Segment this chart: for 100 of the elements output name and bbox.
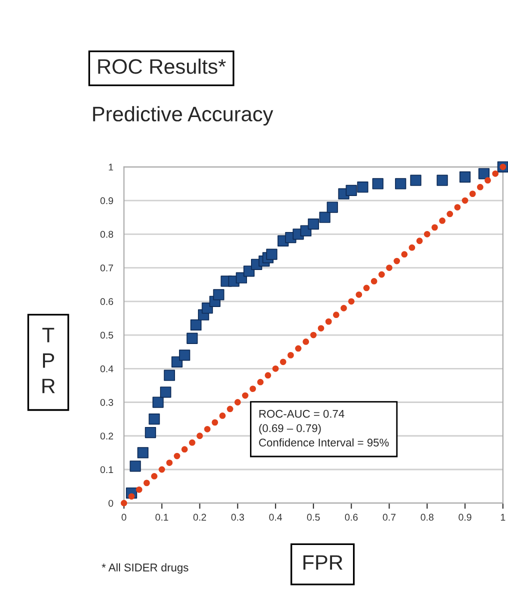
point — [242, 392, 248, 399]
y-tick-label: 0 — [108, 500, 114, 507]
y-tick-label: 0.8 — [100, 230, 114, 238]
point — [190, 319, 202, 330]
point — [280, 358, 286, 366]
point — [416, 238, 423, 244]
point — [264, 372, 272, 379]
point — [319, 212, 330, 223]
point — [160, 386, 172, 398]
x-tick-label: 0.7 — [382, 514, 396, 521]
y-tick-label: 0.4 — [100, 365, 114, 372]
annotation: ROC-AUC = 0.74 (0.69 – 0.79) Confidence Interval = 95% — [259, 410, 389, 447]
point — [295, 345, 302, 352]
y-tick-label: 1 — [108, 164, 114, 170]
y-tick-label: 0.1 — [100, 466, 114, 474]
point — [325, 318, 332, 325]
x-tick-label: 0.3 — [231, 514, 244, 521]
y-tick-label: 0.3 — [100, 398, 114, 406]
point — [234, 399, 241, 406]
point — [266, 248, 278, 260]
point — [436, 174, 448, 186]
point — [408, 244, 416, 251]
point — [386, 264, 392, 271]
point — [250, 386, 256, 392]
x-tick-label: 1 — [500, 514, 506, 521]
point — [372, 178, 384, 190]
y-tick-label: 0.7 — [100, 264, 114, 272]
point — [363, 284, 370, 292]
point — [346, 184, 357, 196]
point — [148, 413, 160, 425]
point — [181, 446, 188, 453]
point — [130, 460, 141, 472]
point — [446, 210, 454, 218]
point — [454, 204, 461, 210]
point — [257, 378, 264, 386]
point — [476, 184, 484, 190]
point — [424, 230, 430, 238]
point — [395, 178, 406, 190]
point — [310, 332, 317, 338]
point — [188, 439, 196, 446]
point — [166, 460, 173, 466]
point — [212, 419, 218, 426]
y-tick-label: 0.5 — [100, 332, 114, 339]
y-tick-label: 0.9 — [100, 197, 114, 204]
point — [144, 426, 156, 438]
x-tick-label: 0.9 — [458, 514, 472, 521]
point — [332, 312, 340, 318]
point — [348, 298, 355, 305]
point — [137, 447, 148, 458]
x-tick-label: 0.1 — [155, 514, 168, 521]
point — [459, 171, 471, 183]
point — [226, 406, 234, 412]
point — [308, 218, 320, 230]
y-axis-title: T P R — [42, 328, 55, 394]
point — [478, 168, 490, 180]
point — [484, 177, 491, 184]
text: * All SIDER drugs — [102, 563, 188, 574]
x-tick-label: 0.4 — [269, 514, 282, 521]
chart-subtitle: Predictive Accuracy — [93, 106, 274, 126]
point — [288, 352, 294, 358]
point — [394, 258, 400, 264]
point — [410, 174, 422, 186]
point — [401, 251, 408, 258]
point — [152, 396, 164, 408]
point — [151, 473, 158, 480]
y-tick-label: 0.6 — [100, 298, 114, 306]
y-tick-label: 0.2 — [100, 432, 114, 440]
point — [469, 190, 476, 198]
chart-title: ROC Results* — [98, 58, 226, 74]
point — [219, 412, 226, 419]
point — [302, 338, 310, 345]
point — [318, 325, 324, 332]
point — [164, 370, 175, 381]
point — [186, 332, 198, 344]
point — [272, 365, 279, 372]
point — [143, 480, 150, 486]
point — [492, 170, 499, 177]
x-tick-label: 0 — [122, 514, 126, 521]
point — [120, 500, 128, 506]
point — [340, 304, 347, 312]
point — [204, 426, 211, 432]
x-tick-label: 0.8 — [420, 514, 434, 521]
point — [356, 291, 362, 298]
point — [370, 278, 378, 284]
x-tick-label: 0.6 — [344, 514, 358, 521]
point — [136, 486, 142, 493]
point — [158, 466, 166, 473]
point — [196, 432, 203, 440]
point — [213, 289, 224, 300]
x-axis-title: FPR — [303, 555, 342, 570]
point — [378, 271, 385, 278]
point — [326, 202, 338, 213]
point — [174, 452, 180, 460]
point — [179, 350, 190, 361]
point — [432, 224, 438, 231]
x-tick-label: 0.2 — [193, 514, 206, 521]
point — [439, 218, 446, 224]
point — [357, 182, 368, 193]
point — [462, 197, 468, 204]
x-tick-label: 0.5 — [307, 514, 320, 521]
